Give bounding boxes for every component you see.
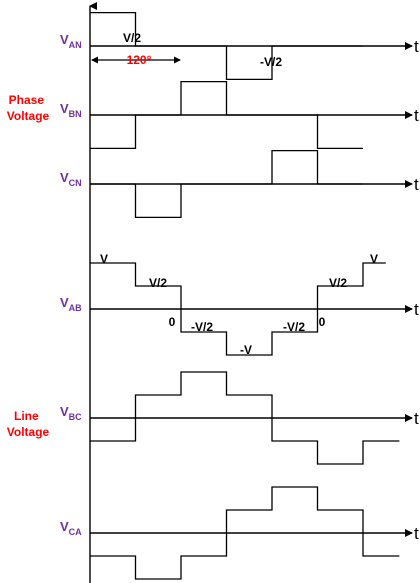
van-positive-label: V/2: [123, 31, 141, 45]
vab-value-label: -V/2: [191, 320, 213, 334]
vbn-row: t VBN: [60, 81, 419, 149]
vab-value-label: V/2: [329, 276, 347, 290]
vcn-waveform: [90, 150, 363, 218]
vcn-row: t VCN: [60, 150, 419, 218]
van-time-label: t: [414, 37, 419, 56]
vab-waveform: [90, 262, 386, 356]
line-voltage-label: Line Voltage: [7, 409, 50, 439]
vbc-waveform: [90, 371, 400, 465]
angle-120-label: 120°: [127, 53, 152, 67]
vab-row: t VAB V V/2 0 -V/2 -V -V/2 0 V/2 V: [60, 252, 419, 357]
vbn-time-label: t: [414, 106, 419, 125]
van-negative-label: -V/2: [260, 55, 282, 69]
phase-voltage-label: Phase Voltage: [7, 93, 50, 123]
van-label: VAN: [60, 32, 82, 50]
vca-row: t VCA: [60, 486, 419, 580]
vbc-time-label: t: [414, 409, 419, 428]
vca-waveform: [90, 486, 400, 580]
van-waveform: [90, 12, 363, 80]
vcn-label: VCN: [60, 170, 82, 188]
vab-value-label: 0: [169, 315, 176, 329]
vab-value-label: -V/2: [283, 320, 305, 334]
vab-value-label: V: [100, 252, 108, 266]
vab-time-label: t: [414, 300, 419, 319]
vab-value-label: V/2: [149, 276, 167, 290]
vcn-time-label: t: [414, 175, 419, 194]
vbn-label: VBN: [60, 101, 82, 119]
vab-label: VAB: [60, 295, 82, 313]
vab-value-label: 0: [319, 315, 326, 329]
vbc-row: t VBC: [60, 371, 419, 465]
vab-value-label: -V: [240, 343, 252, 357]
van-row: t VAN V/2 -V/2: [60, 12, 419, 80]
vca-label: VCA: [60, 519, 82, 537]
vab-value-label: V: [370, 252, 378, 266]
vbc-label: VBC: [60, 404, 82, 422]
vbn-waveform: [90, 81, 363, 149]
vca-time-label: t: [414, 524, 419, 543]
